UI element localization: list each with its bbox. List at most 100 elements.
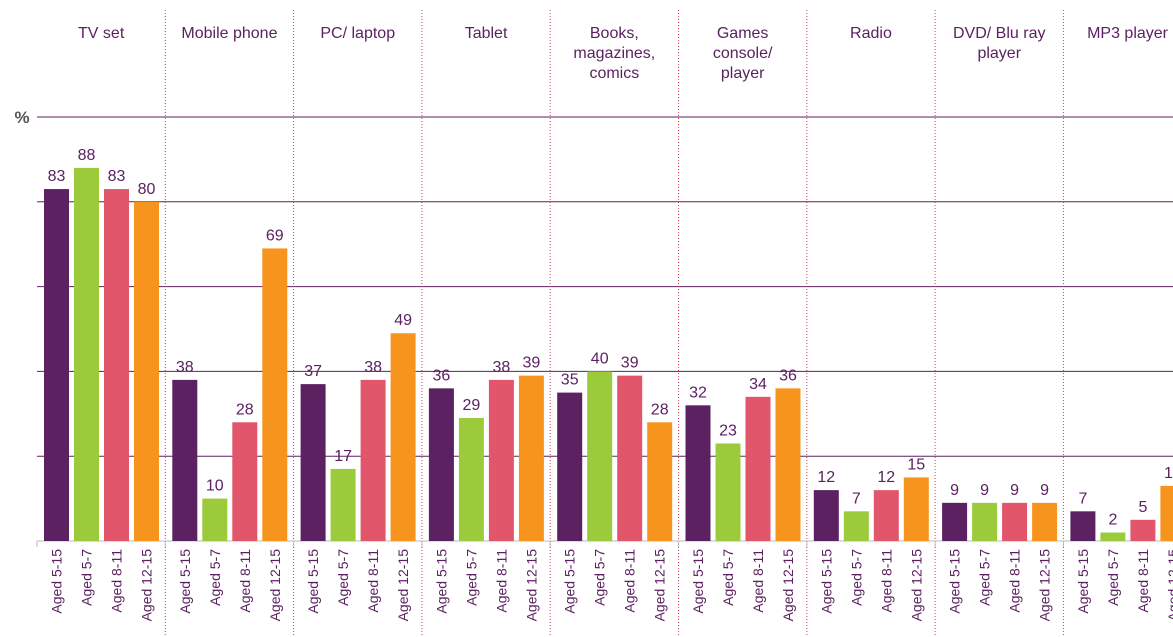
- value-label: 83: [48, 168, 66, 185]
- value-label: 29: [463, 397, 481, 414]
- value-label: 9: [1010, 482, 1019, 499]
- bar: [1002, 502, 1028, 541]
- bar: [232, 422, 258, 541]
- x-tick-label: Aged 12-15: [395, 549, 411, 622]
- value-label: 7: [852, 490, 861, 507]
- value-label: 2: [1108, 512, 1117, 529]
- bar: [1160, 485, 1173, 541]
- value-label: 39: [621, 355, 639, 372]
- bar: [1100, 532, 1126, 541]
- x-tick-label: Aged 5-15: [305, 549, 321, 614]
- value-label: 7: [1078, 490, 1087, 507]
- x-tick-label: Aged 5-7: [592, 549, 608, 606]
- bar: [300, 384, 326, 541]
- category-label: Tablet: [464, 25, 508, 42]
- category-label: DVD/ Blu ray player: [953, 25, 1046, 62]
- bar: [873, 490, 899, 541]
- value-label: 28: [236, 401, 254, 418]
- x-tick-label: Aged 8-11: [750, 549, 766, 613]
- value-label: 88: [78, 147, 96, 164]
- value-label: 5: [1138, 499, 1147, 516]
- value-label: 15: [907, 456, 925, 473]
- value-label: 34: [749, 376, 767, 393]
- x-tick-label: Aged 8-11: [1135, 549, 1151, 613]
- bar: [44, 189, 69, 541]
- x-tick-label: Aged 12-15: [267, 549, 283, 622]
- bar: [813, 490, 839, 541]
- y-axis-label: %: [14, 108, 29, 127]
- x-tick-label: Aged 5-15: [562, 549, 578, 614]
- bar: [1032, 502, 1058, 541]
- bar: [262, 248, 288, 541]
- x-tick-label: Aged 5-7: [1105, 549, 1121, 606]
- x-tick-label: Aged 5-15: [177, 549, 193, 614]
- x-tick-label: Aged 5-15: [818, 549, 834, 614]
- value-label: 49: [394, 312, 412, 329]
- value-label: 32: [689, 384, 707, 401]
- bar: [647, 422, 673, 541]
- bar: [518, 375, 544, 541]
- bar: [458, 418, 484, 541]
- bar: [1070, 511, 1096, 541]
- bar: [903, 477, 929, 541]
- x-tick-label: Aged 12-15: [1037, 549, 1053, 622]
- bar: [775, 388, 801, 541]
- bar: [843, 511, 869, 541]
- x-tick-label: Aged 8-11: [622, 549, 638, 613]
- value-label: 39: [523, 355, 541, 372]
- bar: [745, 396, 771, 541]
- x-tick-label: Aged 8-11: [1007, 549, 1023, 613]
- category-label: Mobile phone: [181, 25, 278, 42]
- x-tick-label: Aged 5-7: [207, 549, 223, 606]
- value-label: 10: [206, 478, 224, 495]
- category-label: MP3 player: [1087, 25, 1168, 42]
- bar: [330, 468, 356, 541]
- bar: [74, 167, 99, 541]
- bar: [104, 189, 129, 541]
- bar: [685, 405, 711, 541]
- x-tick-label: Aged 5-15: [690, 549, 706, 614]
- value-label: 69: [266, 227, 284, 244]
- x-tick-label: Aged 8-11: [365, 549, 381, 613]
- x-tick-label: Aged 8-11: [493, 549, 509, 613]
- x-tick-label: Aged 12-15: [139, 549, 155, 622]
- bar: [715, 443, 741, 541]
- bar: [360, 379, 386, 541]
- value-label: 83: [108, 168, 126, 185]
- value-label: 28: [651, 401, 669, 418]
- value-label: 38: [176, 359, 194, 376]
- x-tick-label: Aged 5-7: [79, 549, 95, 606]
- x-tick-label: Aged 12-15: [652, 549, 668, 622]
- x-tick-label: Aged 5-7: [977, 549, 993, 606]
- value-label: 36: [779, 367, 797, 384]
- x-tick-label: Aged 5-15: [1075, 549, 1091, 614]
- bar: [428, 388, 454, 541]
- x-tick-label: Aged 5-15: [947, 549, 963, 614]
- category-label: TV set: [78, 25, 125, 42]
- x-tick-label: Aged 5-15: [49, 549, 65, 614]
- category-label: Radio: [850, 25, 892, 42]
- value-label: 23: [719, 422, 737, 439]
- category-label: Books, magazines, comics: [573, 25, 656, 82]
- x-tick-label: Aged 8-11: [237, 549, 253, 613]
- value-label: 17: [334, 448, 352, 465]
- bar: [488, 379, 514, 541]
- value-label: 9: [950, 482, 959, 499]
- bar: [390, 333, 416, 541]
- x-tick-label: Aged 12-15: [908, 549, 924, 622]
- bar: [557, 392, 583, 541]
- bar: [972, 502, 998, 541]
- x-tick-label: Aged 5-15: [433, 549, 449, 614]
- bar: [942, 502, 968, 541]
- x-tick-label: Aged 5-7: [720, 549, 736, 606]
- x-tick-label: Aged 8-11: [878, 549, 894, 613]
- value-label: 80: [138, 181, 156, 198]
- category-label: PC/ laptop: [320, 25, 396, 42]
- x-tick-label: Aged 12-15: [1165, 549, 1173, 622]
- x-tick-label: Aged 5-7: [335, 549, 351, 606]
- value-label: 38: [364, 359, 382, 376]
- bar: [617, 375, 643, 541]
- x-tick-label: Aged 5-7: [463, 549, 479, 606]
